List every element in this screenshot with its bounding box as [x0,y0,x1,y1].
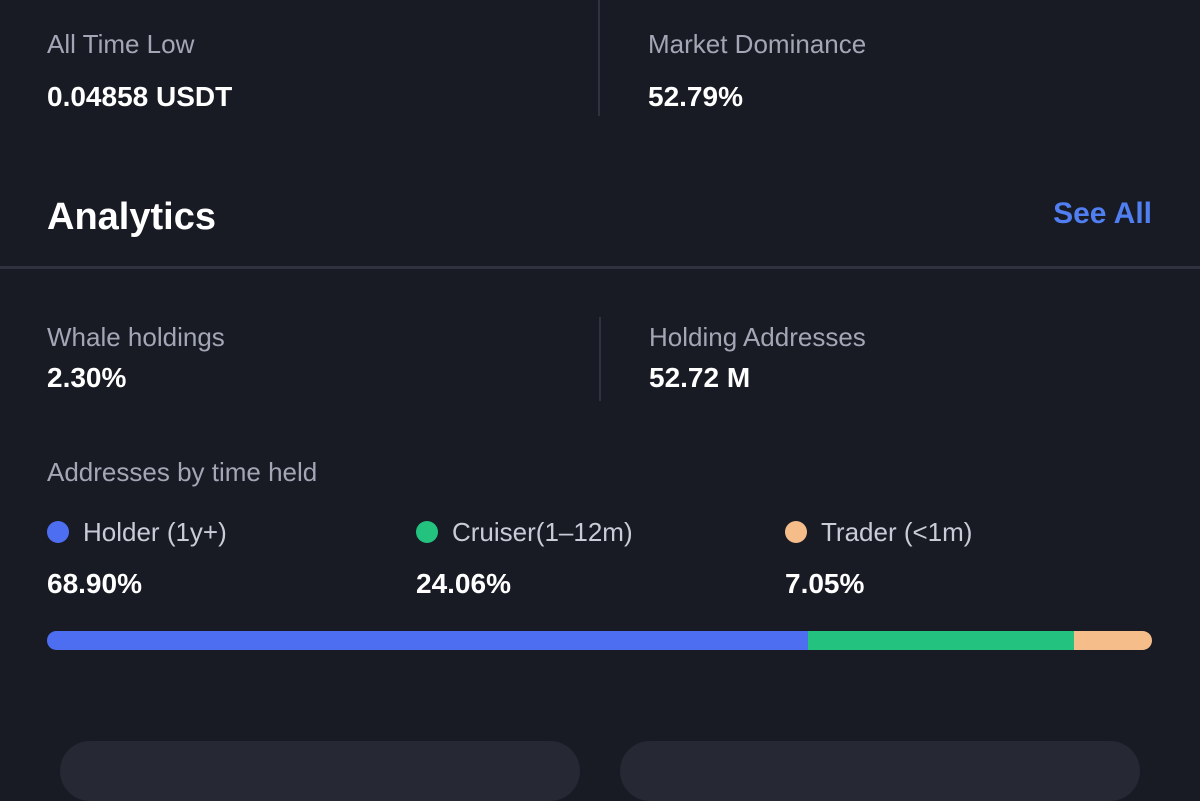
holding-addresses-value: 52.72 M [649,362,751,393]
holding-addresses-label: Holding Addresses [649,322,866,352]
analytics-title: Analytics [47,196,216,238]
see-all-link[interactable]: See All [1053,197,1152,230]
trader-bar-segment [1074,631,1152,650]
time-held-heading: Addresses by time held [47,457,318,487]
cruiser-color-dot [416,521,438,543]
whale-holdings-value: 2.30% [47,362,127,393]
cruiser-label: Cruiser(1–12m) [452,516,633,547]
whale-holdings-stat: Whale holdings 2.30% [47,321,225,395]
section-divider [0,266,1200,269]
cruiser-legend: Cruiser(1–12m) 24.06% [416,515,633,601]
holder-bar-segment [47,631,809,650]
holder-color-dot [47,521,69,543]
top-stats-divider [598,0,600,116]
trader-value: 7.05% [785,568,865,599]
market-dominance-stat: Market Dominance 52.79% [648,28,866,114]
holder-value: 68.90% [47,568,142,599]
bottom-action-button-left[interactable] [60,741,580,801]
cruiser-bar-segment [808,631,1075,650]
whale-holdings-label: Whale holdings [47,322,225,352]
analytics-stats-divider [599,317,601,401]
holder-label: Holder (1y+) [83,516,227,547]
trader-label: Trader (<1m) [821,516,973,547]
all-time-low-label: All Time Low [47,29,195,59]
holder-legend: Holder (1y+) 68.90% [47,515,227,601]
trader-color-dot [785,521,807,543]
holding-addresses-stat: Holding Addresses 52.72 M [649,321,866,395]
trader-legend: Trader (<1m) 7.05% [785,515,972,601]
bottom-action-button-right[interactable] [620,741,1140,801]
time-held-distribution-bar [47,631,1152,650]
all-time-low-value: 0.04858 USDT [47,81,233,112]
market-dominance-label: Market Dominance [648,29,867,59]
cruiser-value: 24.06% [416,568,511,599]
all-time-low-stat: All Time Low 0.04858 USDT [47,28,232,114]
market-dominance-value: 52.79% [648,81,743,112]
